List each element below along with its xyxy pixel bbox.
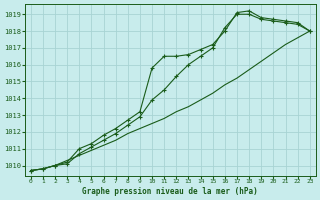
X-axis label: Graphe pression niveau de la mer (hPa): Graphe pression niveau de la mer (hPa) [82,187,258,196]
